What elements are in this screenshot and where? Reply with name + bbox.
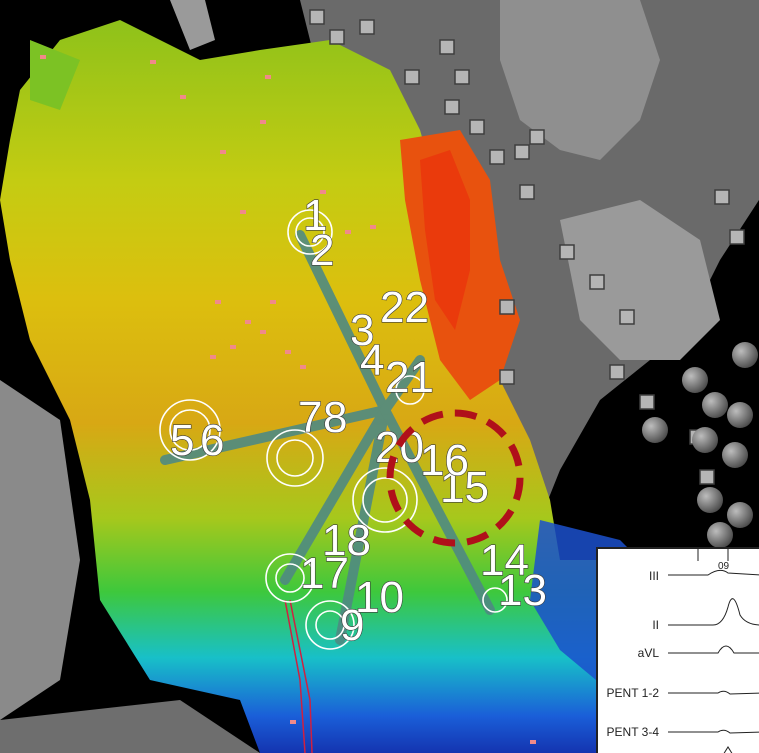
- ecg-traces: [668, 549, 759, 753]
- electrode-label: 17: [300, 549, 349, 598]
- electrode-labels: 1 2 3 4 5 6 7 8 9 10 13 14 15 16 17 18 2…: [169, 190, 547, 650]
- grey-sphere-markers: [642, 342, 758, 548]
- electrode-label: 7: [298, 393, 322, 442]
- ecg-lead-label: PENT 3-4: [606, 725, 659, 739]
- electrode-label: 8: [323, 393, 347, 442]
- electrode-label: 22: [380, 283, 429, 332]
- electrode-label: 18: [322, 516, 371, 565]
- mapping-points: [40, 55, 536, 744]
- ecg-lead-label: II: [652, 618, 659, 632]
- ecg-lead-label: aVL: [637, 646, 659, 660]
- electrode-label: 20: [375, 423, 424, 472]
- catheter-cable: [284, 599, 313, 753]
- electrode-label: 2: [310, 226, 334, 275]
- grey-cube-markers: [309, 9, 745, 485]
- electrode-label: 13: [498, 566, 547, 615]
- electrode-label: 6: [200, 416, 224, 465]
- ecg-time-label: 09: [718, 561, 730, 572]
- electrode-label: 15: [440, 463, 489, 512]
- electrode-label: 9: [340, 601, 364, 650]
- electrode-label: 10: [355, 573, 404, 622]
- electrode-label: 5: [170, 416, 194, 465]
- electrode-label: 1: [303, 191, 327, 240]
- highlight-circle: [386, 409, 524, 547]
- electrode-label: 16: [420, 436, 469, 485]
- electrode-label: 14: [480, 536, 529, 585]
- electrode-label: 21: [385, 353, 434, 402]
- ecg-lead-label: III: [648, 569, 659, 583]
- ecg-lead-label: PENT 1-2: [606, 686, 659, 700]
- electrode-rings: [159, 209, 508, 650]
- electrode-label: 4: [360, 336, 384, 385]
- ecg-inset-panel: 09 III II aVL PENT 1-2 PENT 3-4: [596, 547, 759, 753]
- electrode-label: 3: [350, 306, 374, 355]
